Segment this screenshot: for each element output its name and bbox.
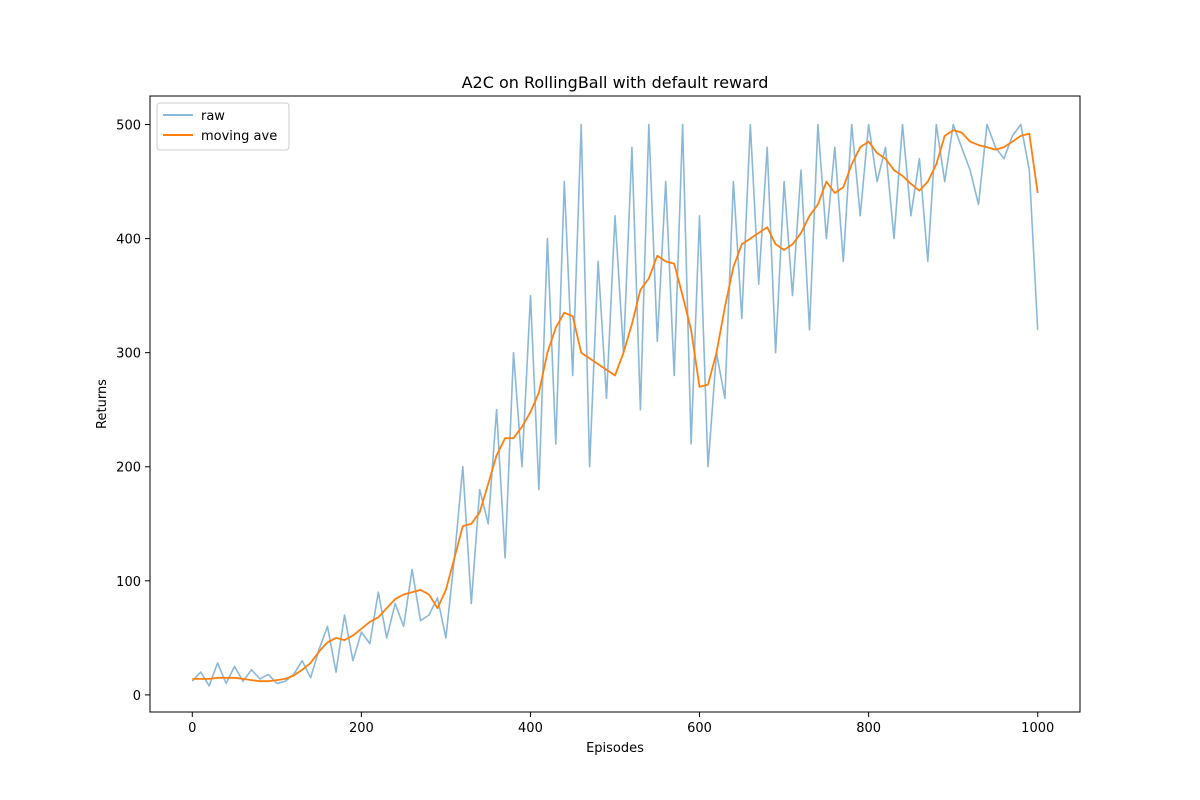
y-tick-label: 200 [116, 461, 141, 476]
y-tick-label: 500 [116, 119, 141, 134]
x-tick-label: 800 [856, 721, 881, 736]
x-axis-label: Episodes [586, 741, 644, 756]
series-line-moving-ave [192, 129, 1039, 683]
legend: raw moving ave [156, 102, 290, 151]
series-line-raw [191, 123, 1039, 687]
x-tick-label: 1000 [1021, 721, 1054, 736]
series-layer [191, 123, 1039, 687]
y-tick-label: 300 [116, 347, 141, 362]
y-tick-label: 0 [133, 689, 141, 704]
y-axis: 0 100 200 300 400 500 [116, 119, 150, 704]
x-tick-label: 600 [687, 721, 712, 736]
plot-border [149, 95, 1081, 713]
y-tick-label: 100 [116, 575, 141, 590]
chart-title: A2C on RollingBall with default reward [462, 73, 769, 92]
x-tick-label: 0 [188, 721, 196, 736]
y-tick-label: 400 [116, 233, 141, 248]
plot-area [150, 96, 1080, 712]
legend-label-moving-ave: moving ave [201, 129, 277, 144]
x-tick-label: 200 [349, 721, 374, 736]
x-axis: 0 200 400 600 800 1000 [188, 712, 1054, 736]
legend-label-raw: raw [201, 109, 225, 124]
x-tick-label: 400 [518, 721, 543, 736]
y-axis-label: Returns [95, 379, 110, 429]
